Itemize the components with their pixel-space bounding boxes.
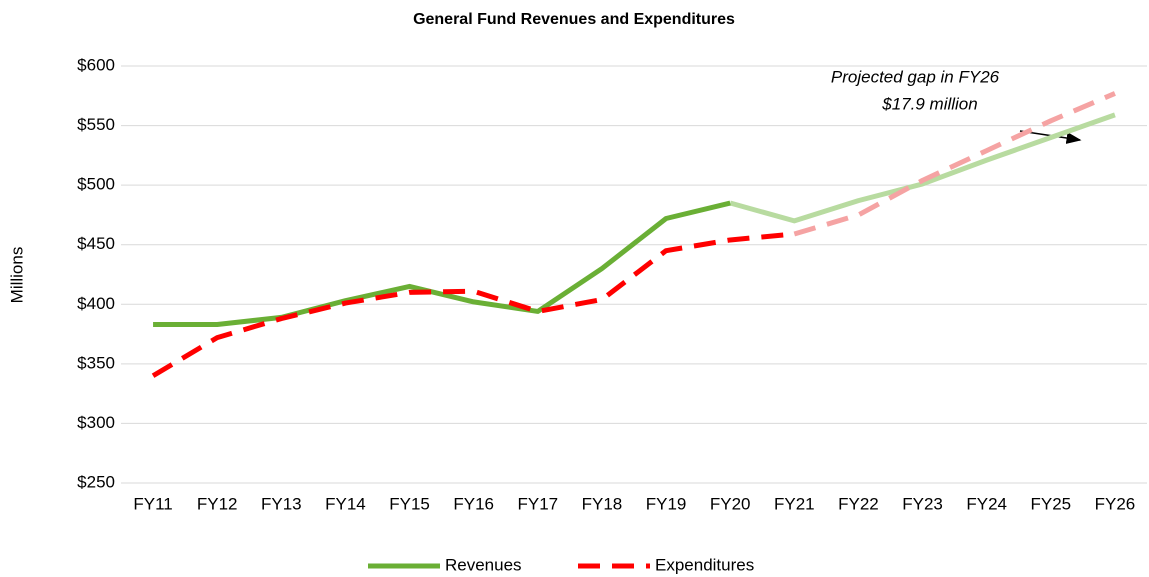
legend-label: Expenditures (655, 555, 754, 574)
x-tick-label: FY13 (261, 494, 302, 513)
projected-line (729, 112, 1116, 224)
y-axis-label: Millions (7, 247, 26, 304)
legend-label: Revenues (445, 555, 522, 574)
projected-line (793, 91, 1116, 237)
y-tick-label: $600 (77, 55, 115, 74)
line (153, 200, 731, 328)
y-tick-label: $450 (77, 234, 115, 253)
line (151, 231, 795, 378)
x-tick-label: FY22 (838, 494, 879, 513)
y-tick-label: $350 (77, 353, 115, 372)
y-tick-label: $500 (77, 175, 115, 194)
x-tick-label: FY19 (646, 494, 687, 513)
x-tick-label: FY26 (1095, 494, 1136, 513)
x-tick-label: FY14 (325, 494, 366, 513)
x-tick-label: FY25 (1030, 494, 1071, 513)
x-tick-label: FY11 (133, 494, 172, 513)
annotation: Projected gap in FY26 (831, 67, 1000, 86)
x-tick-label: FY23 (902, 494, 943, 513)
x-tick-label: FY15 (389, 494, 430, 513)
x-tick-label: FY18 (582, 494, 623, 513)
x-tick-label: FY12 (197, 494, 238, 513)
y-tick-label: $300 (77, 413, 115, 432)
x-tick-label: FY17 (517, 494, 558, 513)
x-tick-label: FY21 (774, 494, 815, 513)
x-tick-label: FY24 (966, 494, 1007, 513)
y-tick-label: $550 (77, 115, 115, 134)
y-tick-label: $400 (77, 294, 115, 313)
x-tick-label: FY16 (453, 494, 494, 513)
x-tick-label: FY20 (710, 494, 751, 513)
annotation: $17.9 million (881, 94, 977, 113)
chart-title: General Fund Revenues and Expenditures (413, 11, 735, 28)
y-tick-label: $250 (77, 472, 115, 491)
